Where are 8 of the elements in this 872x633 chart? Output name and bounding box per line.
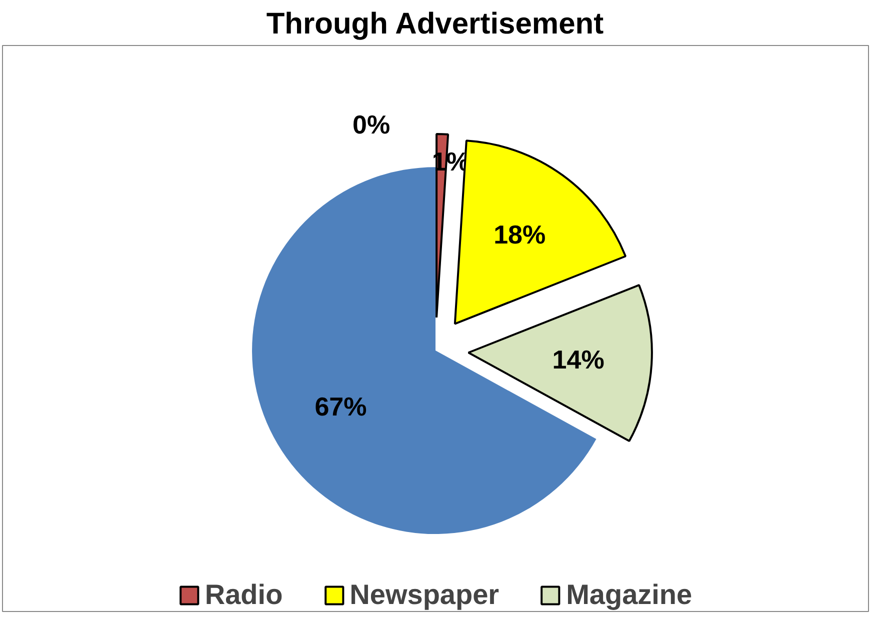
chart-title: Through Advertisement <box>266 8 604 40</box>
data-label: 67% <box>314 392 367 422</box>
data-label: 14% <box>552 344 604 375</box>
legend-label: Newspaper <box>350 579 500 611</box>
data-label: 18% <box>494 220 546 250</box>
legend-label: Radio <box>204 579 283 611</box>
legend-label: Magazine <box>566 579 692 611</box>
text: 0% <box>352 110 390 140</box>
